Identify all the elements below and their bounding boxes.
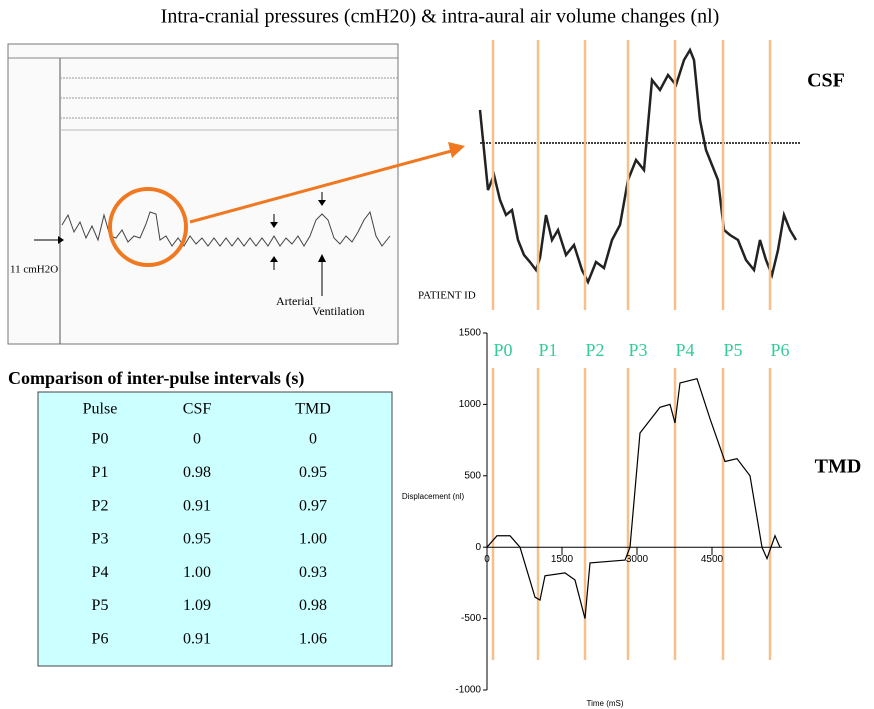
x-axis-title: Time (mS) (586, 699, 623, 708)
table-header: CSF (183, 401, 212, 418)
y-axis-title: Displacement (nl) (402, 492, 465, 501)
pulse-label: P5 (723, 340, 742, 360)
scan-image (8, 44, 465, 344)
y-tick-label: 500 (464, 470, 481, 481)
table-cell: P2 (92, 497, 109, 514)
table-cell: 0.91 (183, 630, 211, 647)
x-tick-label: 3000 (626, 554, 649, 565)
table-cell: P3 (92, 531, 109, 548)
table-cell: 1.06 (299, 630, 327, 647)
table-title: Comparison of inter-pulse intervals (s) (8, 368, 304, 389)
title: Intra-cranial pressures (cmH20) & intra-… (161, 6, 720, 28)
patient-label: PATIENT ID (418, 290, 476, 302)
table-cell: P6 (92, 630, 109, 647)
y-tick-label: 0 (475, 542, 481, 553)
y-tick-label: 1500 (459, 328, 482, 339)
table-cell: P0 (92, 431, 109, 448)
ventilation-label: Ventilation (312, 304, 365, 318)
table-cell: 0.93 (299, 564, 327, 581)
table-cell: 1.09 (183, 597, 211, 614)
pulse-label: P0 (493, 340, 512, 360)
table-cell: 1.00 (183, 564, 211, 581)
pulse-label: P1 (538, 340, 557, 360)
y-tick-label: -1000 (455, 685, 481, 696)
tmd-label: TMD (815, 456, 862, 478)
csf-image (480, 50, 800, 282)
table-cell: P1 (92, 464, 109, 481)
x-tick-label: 1500 (551, 554, 574, 565)
table-cell: 0.97 (299, 497, 327, 514)
baseline-label: 11 cmH2O (10, 264, 58, 276)
pulse-label: P6 (770, 340, 789, 360)
table-cell: 0 (309, 431, 317, 448)
table-cell: P5 (92, 597, 109, 614)
table-cell: 0.91 (183, 497, 211, 514)
slide: Intra-cranial pressures (cmH20) & intra-… (0, 0, 874, 709)
csf-label: CSF (807, 70, 845, 92)
table-cell: 0.98 (183, 464, 211, 481)
table-cell: 1.00 (299, 531, 327, 548)
y-tick-label: -500 (461, 613, 481, 624)
table-cell: 0.95 (183, 531, 211, 548)
pulse-label: P4 (675, 340, 694, 360)
tmd-trace (487, 379, 780, 619)
table-cell: 0.98 (299, 597, 327, 614)
table-header: Pulse (83, 401, 118, 418)
table-cell: P4 (92, 564, 109, 581)
x-tick-label: 4500 (701, 554, 724, 565)
y-tick-label: 1000 (459, 399, 482, 410)
table-header: TMD (295, 401, 331, 418)
arterial-label: Arterial (276, 294, 314, 308)
table-cell: 0 (193, 431, 201, 448)
pulse-label: P3 (628, 340, 647, 360)
pulse-label: P2 (585, 340, 604, 360)
table-cell: 0.95 (299, 464, 327, 481)
x-tick-label: 0 (484, 554, 490, 565)
